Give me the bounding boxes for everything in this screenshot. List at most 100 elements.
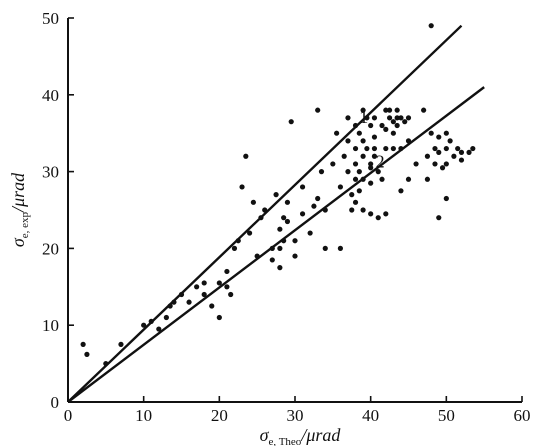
- data-point: [360, 107, 366, 113]
- data-point: [443, 130, 449, 136]
- data-point: [447, 138, 453, 144]
- data-point: [330, 161, 336, 167]
- data-point: [443, 195, 449, 202]
- x-axis-label: σe, Theo/μrad: [260, 425, 342, 446]
- data-point: [247, 230, 253, 236]
- data-point: [398, 188, 404, 194]
- data-point: [345, 115, 351, 121]
- data-point: [368, 211, 374, 217]
- data-point: [352, 199, 359, 205]
- data-point: [390, 130, 396, 136]
- data-point: [201, 280, 207, 286]
- reference-line-2: [67, 86, 485, 403]
- data-point: [371, 153, 378, 159]
- x-tick-label: 30: [287, 406, 304, 425]
- data-point: [413, 161, 419, 167]
- data-point: [470, 145, 476, 152]
- data-point: [451, 153, 457, 159]
- data-point: [352, 122, 359, 129]
- data-point: [360, 207, 366, 213]
- x-tick-label: 40: [362, 406, 379, 425]
- y-ticks: 0 10 20 30 40 50: [42, 9, 74, 412]
- data-point: [284, 218, 291, 225]
- y-tick-label: 10: [42, 316, 59, 335]
- data-point: [345, 138, 351, 144]
- data-point: [163, 314, 169, 321]
- reference-line-label-2: 2: [376, 151, 385, 171]
- data-point: [243, 153, 249, 159]
- data-point: [299, 184, 306, 190]
- data-point: [311, 203, 317, 209]
- data-point: [254, 253, 260, 259]
- data-point: [224, 268, 230, 275]
- data-point: [277, 245, 283, 251]
- y-tick-label: 30: [42, 163, 59, 182]
- data-point: [337, 184, 343, 190]
- data-point: [228, 291, 234, 298]
- data-point: [379, 176, 385, 182]
- data-point: [269, 257, 275, 263]
- data-point: [398, 145, 404, 152]
- data-point: [262, 207, 268, 213]
- data-point: [368, 165, 374, 171]
- data-point: [84, 351, 90, 357]
- x-tick-label: 10: [135, 406, 152, 425]
- reference-line-1: [67, 24, 463, 403]
- y-axis-label: σe, exp/μrad: [8, 172, 31, 247]
- data-point: [118, 341, 124, 347]
- data-point: [394, 115, 400, 121]
- y-tick-label: 20: [42, 239, 59, 258]
- data-point: [277, 265, 283, 271]
- data-point: [424, 153, 431, 159]
- data-point: [360, 153, 366, 159]
- data-point: [352, 176, 359, 182]
- data-point: [436, 149, 442, 155]
- data-point: [394, 107, 400, 113]
- data-point: [368, 122, 374, 129]
- data-point: [171, 299, 177, 305]
- data-point: [439, 165, 446, 171]
- x-tick-label: 50: [438, 406, 455, 425]
- data-point: [322, 207, 328, 213]
- data-point: [458, 149, 465, 155]
- data-point: [443, 145, 449, 152]
- data-point: [148, 318, 154, 324]
- data-point: [273, 192, 279, 198]
- data-point: [383, 107, 389, 113]
- data-point: [421, 107, 427, 113]
- data-point: [315, 107, 321, 113]
- x-ticks: 0 10 20 30 40 50 60: [64, 396, 531, 425]
- data-point: [432, 145, 438, 152]
- data-point: [186, 299, 192, 305]
- data-point: [334, 130, 340, 136]
- data-point: [405, 176, 412, 182]
- data-point: [436, 134, 442, 140]
- data-point: [209, 303, 215, 309]
- data-point: [80, 341, 86, 347]
- y-tick-label: 50: [42, 9, 59, 28]
- data-point: [288, 119, 294, 125]
- data-point: [356, 188, 362, 194]
- data-point: [258, 215, 264, 221]
- data-point: [428, 23, 434, 29]
- data-point: [360, 176, 366, 182]
- data-point: [341, 153, 347, 159]
- x-tick-label: 0: [64, 406, 73, 425]
- data-point: [250, 199, 256, 205]
- data-point: [466, 149, 472, 155]
- data-point: [235, 238, 241, 244]
- data-point: [307, 230, 313, 236]
- data-points: [80, 23, 476, 367]
- data-point: [201, 291, 207, 298]
- data-point: [352, 145, 359, 152]
- data-point: [405, 115, 412, 121]
- data-point: [402, 119, 408, 125]
- data-point: [224, 284, 230, 290]
- data-point: [337, 245, 343, 251]
- y-tick-label: 0: [51, 393, 60, 412]
- data-point: [390, 145, 396, 152]
- data-point: [299, 211, 306, 217]
- reference-lines: 12: [67, 24, 485, 403]
- data-point: [405, 138, 412, 144]
